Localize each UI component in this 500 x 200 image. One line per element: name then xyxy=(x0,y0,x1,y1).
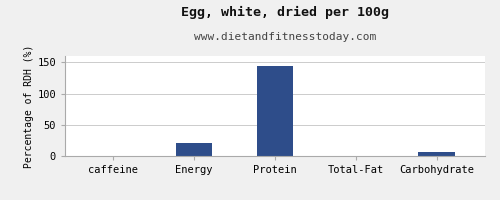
Bar xyxy=(418,152,454,156)
Bar xyxy=(257,66,293,156)
Bar xyxy=(176,143,212,156)
Text: Egg, white, dried per 100g: Egg, white, dried per 100g xyxy=(181,6,389,19)
Y-axis label: Percentage of RDH (%): Percentage of RDH (%) xyxy=(24,44,34,168)
Text: www.dietandfitnesstoday.com: www.dietandfitnesstoday.com xyxy=(194,32,376,42)
